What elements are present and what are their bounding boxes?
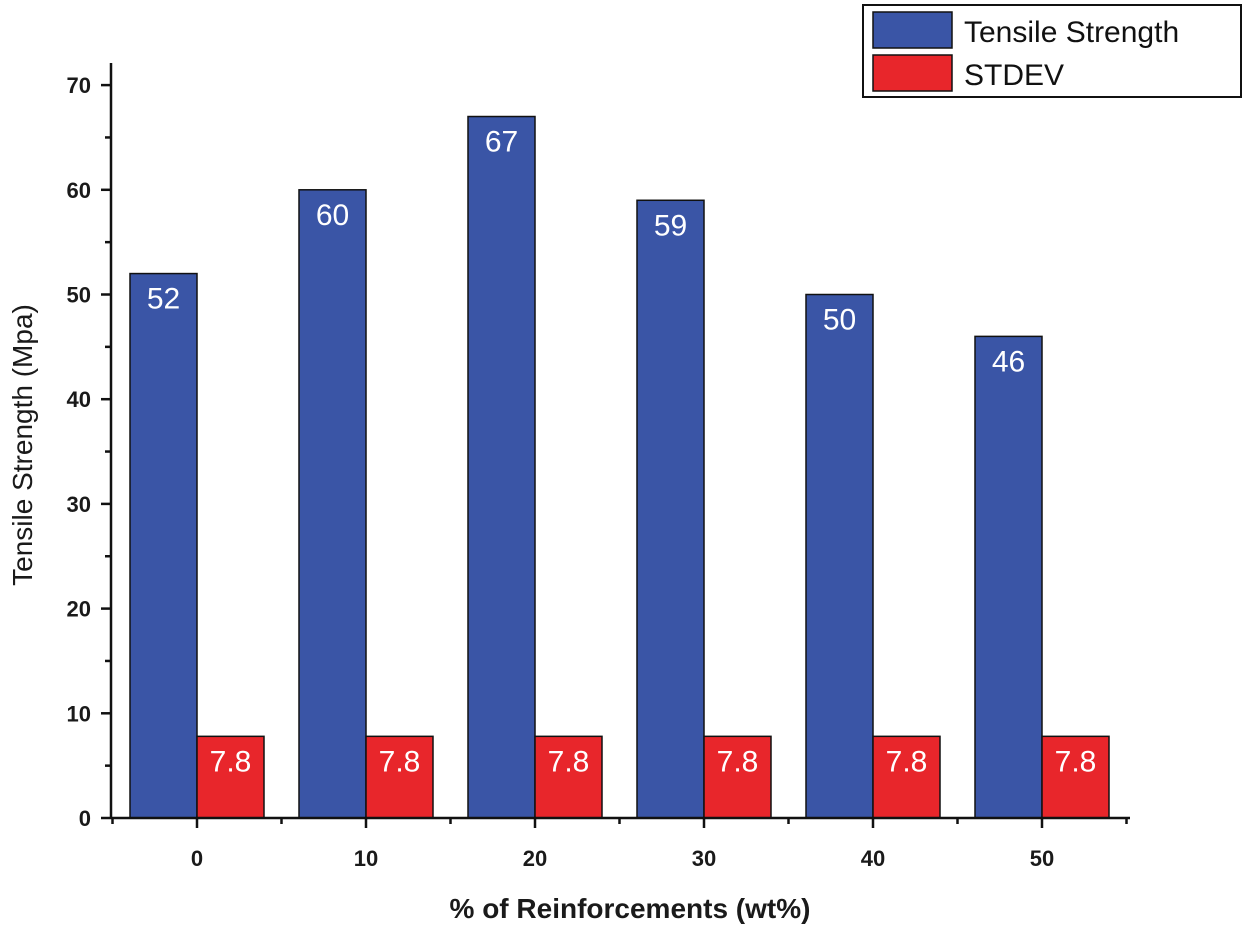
y-ticks: 0 10 20 30 40 50 60 70 — [67, 73, 111, 831]
data-label-tensile-strength-40: 50 — [823, 304, 856, 337]
y-tick-label-70: 70 — [67, 73, 91, 98]
x-tick-label-30: 30 — [692, 846, 716, 871]
legend-label-tensile-strength: Tensile Strength — [964, 16, 1179, 49]
y-tick-label-20: 20 — [67, 597, 91, 622]
data-label-tensile-strength-0: 52 — [147, 283, 180, 316]
bar-stdev-30 — [703, 735, 772, 819]
bars-layer — [129, 115, 1110, 819]
bar-tensile-strength-40 — [805, 293, 874, 819]
bar-tensile-strength-50 — [974, 335, 1043, 819]
x-tick-label-20: 20 — [523, 846, 547, 871]
data-label-tensile-strength-20: 67 — [485, 126, 518, 159]
y-tick-label-60: 60 — [67, 178, 91, 203]
x-tick-label-50: 50 — [1030, 846, 1054, 871]
bar-stdev-10 — [365, 735, 434, 819]
y-tick-label-30: 30 — [67, 492, 91, 517]
data-label-tensile-strength-30: 59 — [654, 209, 687, 242]
bar-tensile-strength-10 — [298, 189, 367, 819]
x-ticks: 0 10 20 30 40 50 — [111, 818, 1128, 871]
bar-tensile-strength-0 — [129, 272, 198, 819]
y-tick-label-10: 10 — [67, 701, 91, 726]
legend-swatch-tensile-strength — [872, 11, 953, 49]
legend-label-stdev: STDEV — [964, 59, 1064, 92]
data-label-stdev-40: 7.8 — [886, 745, 928, 778]
x-tick-label-10: 10 — [354, 846, 378, 871]
data-label-stdev-30: 7.8 — [717, 745, 759, 778]
data-labels-layer: 52 7.8 60 7.8 67 7.8 59 7.8 50 7.8 46 7.8 — [147, 126, 1097, 779]
bar-tensile-strength-30 — [636, 199, 705, 819]
legend: Tensile Strength STDEV — [862, 4, 1242, 98]
bar-stdev-50 — [1041, 735, 1110, 819]
y-tick-label-50: 50 — [67, 283, 91, 308]
x-axis-label: % of Reinforcements (wt%) — [450, 893, 811, 924]
data-label-stdev-50: 7.8 — [1055, 745, 1097, 778]
legend-swatch-stdev — [872, 54, 953, 92]
data-label-tensile-strength-10: 60 — [316, 199, 349, 232]
x-tick-label-0: 0 — [191, 846, 203, 871]
data-label-tensile-strength-50: 46 — [992, 345, 1025, 378]
data-label-stdev-10: 7.8 — [379, 745, 421, 778]
bar-stdev-20 — [534, 735, 603, 819]
y-tick-label-0: 0 — [79, 806, 91, 831]
y-tick-label-40: 40 — [67, 387, 91, 412]
bar-stdev-0 — [196, 735, 265, 819]
data-label-stdev-20: 7.8 — [548, 745, 590, 778]
x-tick-label-40: 40 — [861, 846, 885, 871]
y-axis-label: Tensile Strength (Mpa) — [7, 304, 38, 586]
data-label-stdev-0: 7.8 — [210, 745, 252, 778]
bar-tensile-strength-20 — [467, 115, 536, 819]
